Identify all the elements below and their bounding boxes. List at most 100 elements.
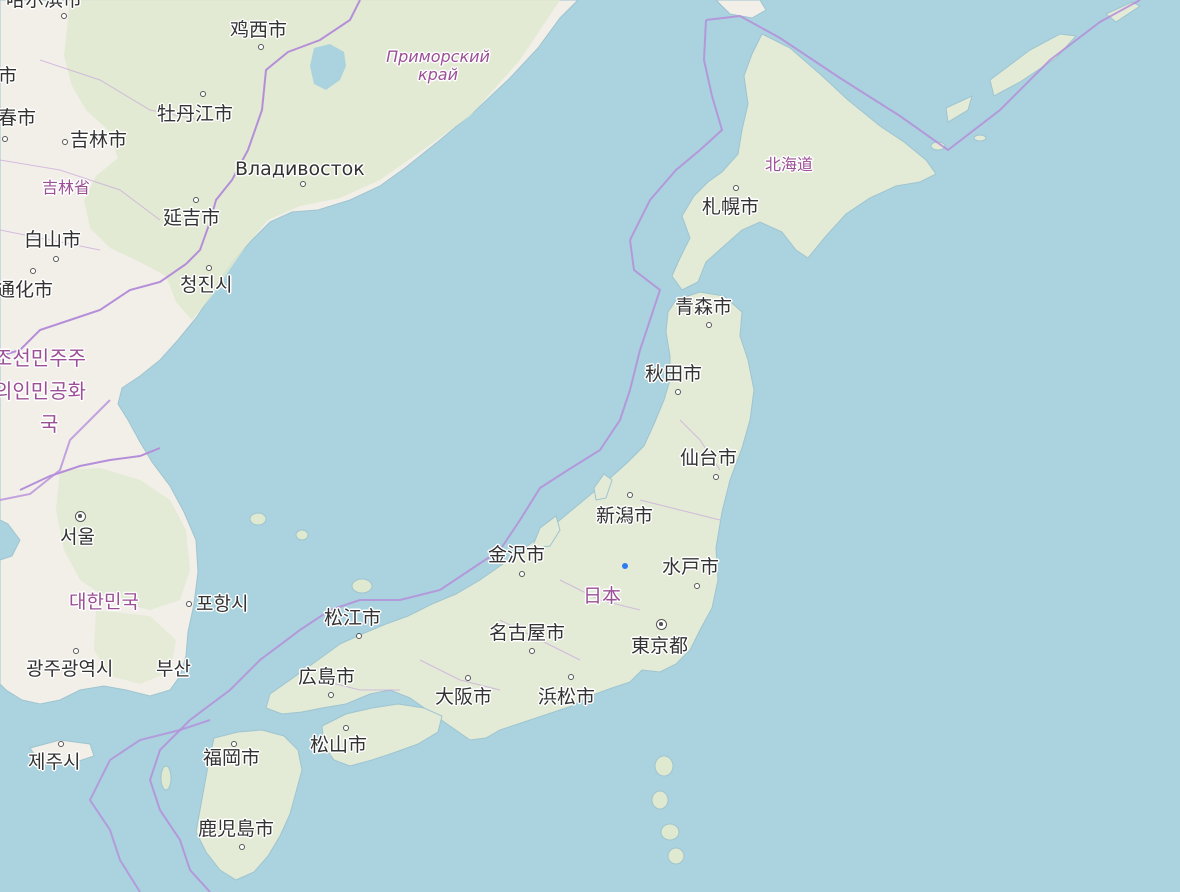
label-kanazawa: 金沢市 [488, 544, 546, 566]
label-north-korea-1: 조선민주주 [0, 346, 86, 370]
label-matsue: 松江市 [324, 607, 382, 629]
border-china-korea [0, 263, 187, 357]
city-dot-jeju [58, 741, 64, 747]
label-niigata: 新潟市 [596, 505, 654, 527]
kuril-3 [1105, 1, 1141, 23]
city-dot-hamamatsu [568, 674, 574, 680]
label-jixi: 鸡西市 [230, 19, 288, 41]
city-dot-nagoya [529, 648, 535, 654]
maritime-boundary-korea [0, 399, 211, 892]
label-hokkaido: 北海道 [765, 155, 814, 174]
city-dot-yanji [193, 197, 199, 203]
tsushima [160, 765, 172, 791]
city-dot-niigata [627, 492, 633, 498]
label-fukuoka: 福岡市 [203, 747, 261, 769]
city-dot-jixi [258, 44, 264, 50]
city-dot-sapporo [733, 185, 739, 191]
label-jilin-city: 吉林市 [70, 129, 128, 151]
city-dot-fukuoka [231, 741, 237, 747]
label-seoul: 서울 [60, 526, 95, 548]
noto-peninsula [531, 515, 561, 549]
label-osaka: 大阪市 [435, 686, 493, 708]
label-north-korea-3: 국 [40, 412, 59, 436]
current-location-marker[interactable] [622, 563, 628, 569]
city-dot-mito [694, 583, 700, 589]
city-dot-jilin [62, 139, 68, 145]
label-jilin-province: 吉林省 [42, 178, 91, 197]
kuril-5 [973, 134, 987, 142]
label-mito: 水戸市 [662, 556, 720, 578]
label-gwangju: 광주광역시 [26, 658, 114, 680]
border-korea-dmz [19, 447, 161, 491]
label-south-korea: 대한민국 [69, 591, 139, 613]
forest-mainland [64, 0, 560, 320]
label-jeju: 제주시 [28, 751, 81, 773]
city-dot-sendai [713, 474, 719, 480]
sakhalin [715, 0, 767, 19]
oki-islands [351, 578, 373, 594]
city-dot-tonghua [30, 268, 36, 274]
label-akita: 秋田市 [645, 363, 703, 385]
izu-3 [660, 823, 680, 841]
ulleung-island [249, 512, 267, 526]
label-pohang: 포항시 [196, 593, 249, 615]
label-changchun: 春市 [0, 107, 37, 129]
label-yanji: 延吉市 [163, 207, 221, 229]
label-mudanjiang: 牡丹江市 [157, 103, 234, 125]
izu-1 [654, 755, 674, 777]
forest-korea-south [94, 610, 176, 684]
city-dot-kagoshima [239, 844, 245, 850]
city-dot-osaka [465, 675, 471, 681]
label-harbin: 哈尔滨市 [6, 0, 83, 11]
label-tokyo: 東京都 [631, 635, 689, 657]
label-primorsky: Приморский край [386, 47, 490, 85]
admin-boundaries [0, 59, 721, 691]
city-dot-vladivostok [300, 181, 306, 187]
label-nagoya: 名古屋市 [489, 622, 566, 644]
sado-island [593, 473, 613, 501]
label-kagoshima: 鹿児島市 [198, 818, 275, 840]
kuril-1 [945, 95, 973, 123]
maritime-boundary-japan [148, 0, 1141, 892]
kyushu [195, 729, 303, 881]
city-dot-gwangju [73, 648, 79, 654]
city-dot-matsue [356, 633, 362, 639]
jeju-island [29, 739, 95, 765]
city-dot-chongjin [206, 265, 212, 271]
label-sendai: 仙台市 [680, 447, 738, 469]
label-vladivostok: Владивосток [235, 158, 365, 180]
izu-4 [667, 847, 685, 865]
label-hamamatsu: 浜松市 [538, 686, 596, 708]
hokkaido [671, 33, 937, 291]
lake-khanka [310, 44, 346, 90]
izu-2 [651, 790, 669, 810]
label-aomori: 青森市 [675, 296, 733, 318]
capital-marker-tokyo [656, 619, 667, 630]
label-north-korea-2: 의인민공화 [0, 379, 86, 403]
city-dot-aomori [706, 322, 712, 328]
city-dot-matsuyama [343, 725, 349, 731]
label-baishan: 白山市 [24, 229, 82, 251]
city-dot-baishan [53, 256, 59, 262]
label-hiroshima: 広島市 [298, 666, 356, 688]
label-left-partial: 市 [0, 65, 18, 87]
city-dot-changchun [2, 136, 8, 142]
city-dot-mudanjiang [200, 91, 206, 97]
city-dot-hiroshima [328, 692, 334, 698]
label-tonghua: 通化市 [0, 279, 54, 301]
border-china-russia [185, 0, 361, 265]
capital-marker-seoul [75, 511, 86, 522]
city-dot-harbin [61, 13, 67, 19]
city-dot-akita [675, 389, 681, 395]
city-dot-kanazawa [519, 571, 525, 577]
forest-korea [56, 468, 190, 610]
label-sapporo: 札幌市 [702, 196, 760, 218]
city-dot-pohang [186, 601, 192, 607]
city-dot-busan [166, 661, 172, 667]
label-chongjin: 청진시 [180, 274, 233, 296]
shikoku [321, 703, 443, 767]
label-japan: 日本 [583, 585, 622, 607]
dokdo-island [295, 529, 309, 541]
label-matsuyama: 松山市 [310, 734, 368, 756]
